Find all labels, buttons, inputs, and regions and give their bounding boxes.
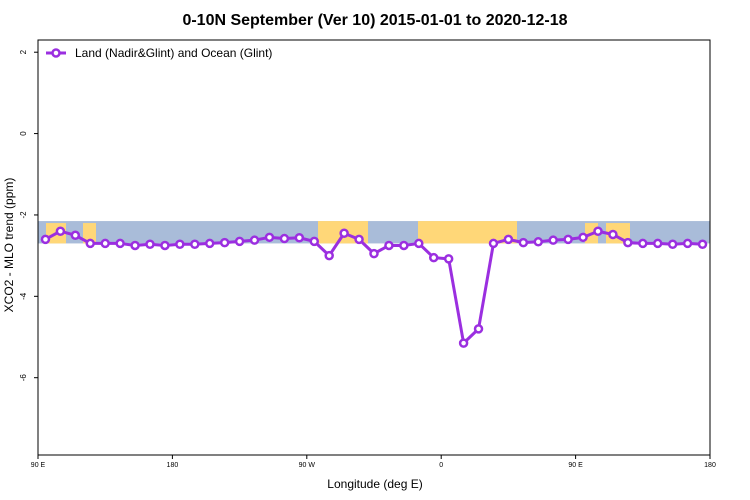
data-point bbox=[384, 240, 394, 251]
y-tick-label: -2 bbox=[19, 211, 28, 219]
data-point bbox=[70, 230, 81, 241]
data-point bbox=[294, 232, 305, 243]
data-point bbox=[428, 252, 439, 263]
data-point bbox=[399, 240, 409, 251]
data-point bbox=[593, 226, 603, 236]
x-tick-label: 180 bbox=[167, 462, 179, 469]
data-point bbox=[339, 228, 349, 239]
series-line bbox=[44, 229, 703, 345]
data-point bbox=[458, 338, 469, 348]
data-point bbox=[623, 237, 633, 248]
data-point bbox=[488, 238, 499, 249]
data-point bbox=[40, 234, 51, 245]
data-point bbox=[533, 237, 544, 247]
data-point bbox=[697, 239, 708, 249]
x-tick-label: 90 W bbox=[299, 462, 316, 469]
data-point bbox=[563, 234, 573, 245]
plot-frame bbox=[37, 39, 711, 456]
data-point bbox=[145, 239, 155, 249]
legend: Land (Nadir&Glint) and Ocean (Glint) bbox=[46, 46, 272, 60]
y-tick-label: 0 bbox=[19, 131, 28, 136]
data-point bbox=[234, 236, 245, 247]
x-tick-label: 180 bbox=[704, 462, 716, 469]
data-point bbox=[264, 232, 275, 243]
y-axis-label: XCO2 - MLO trend (ppm) bbox=[2, 178, 16, 313]
chart-title: 0-10N September (Ver 10) 2015-01-01 to 2… bbox=[182, 12, 567, 29]
data-point bbox=[130, 240, 140, 251]
x-tick-label: 90 E bbox=[31, 462, 46, 469]
data-point bbox=[219, 237, 230, 248]
data-point bbox=[175, 239, 185, 249]
data-point bbox=[354, 234, 364, 245]
data-point bbox=[190, 239, 200, 249]
legend-series-label: Land (Nadir&Glint) and Ocean (Glint) bbox=[75, 46, 272, 60]
data-point bbox=[55, 226, 66, 236]
legend-marker bbox=[51, 48, 61, 58]
data-point bbox=[309, 236, 320, 247]
land-patch bbox=[418, 221, 517, 244]
data-point bbox=[652, 238, 663, 249]
data-point bbox=[100, 238, 110, 249]
data-point bbox=[324, 250, 334, 261]
data-point bbox=[443, 254, 454, 264]
y-tick-label: -4 bbox=[19, 292, 28, 300]
data-point bbox=[204, 238, 215, 249]
data-point bbox=[518, 237, 529, 248]
data-point bbox=[473, 324, 484, 334]
data-point bbox=[548, 235, 558, 245]
data-point bbox=[369, 248, 379, 259]
x-tick-label: 0 bbox=[439, 462, 443, 469]
data-point bbox=[638, 238, 648, 249]
data-point bbox=[578, 232, 588, 243]
axes: 90 E 180 90 W 0 90 E 180 2 0 -2 -4 -6 bbox=[19, 39, 716, 469]
data-point bbox=[667, 239, 678, 249]
data-point bbox=[85, 238, 96, 249]
y-tick-label: 2 bbox=[19, 49, 28, 54]
data-point bbox=[503, 234, 514, 245]
data-point bbox=[115, 238, 125, 249]
x-tick-label: 90 E bbox=[568, 462, 583, 469]
data-point bbox=[682, 238, 693, 249]
land-patch bbox=[83, 223, 96, 244]
data-point bbox=[279, 233, 290, 244]
ocean-band bbox=[38, 221, 710, 244]
data-point bbox=[249, 235, 260, 245]
y-tick-label: -6 bbox=[19, 374, 28, 382]
data-point bbox=[608, 229, 618, 240]
x-axis-label: Longitude (deg E) bbox=[327, 477, 422, 491]
data-point bbox=[160, 240, 170, 251]
data-point bbox=[414, 238, 424, 249]
series-layer bbox=[40, 226, 708, 348]
